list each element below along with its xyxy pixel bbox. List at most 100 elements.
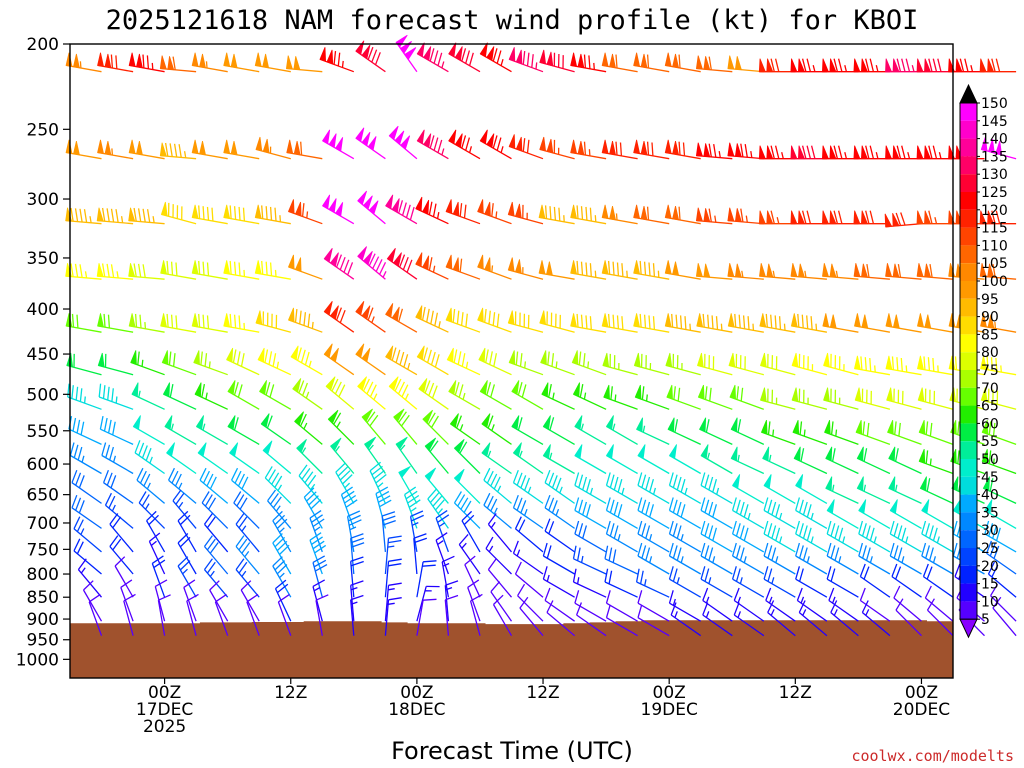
barb-feather: [865, 525, 871, 539]
barb-half-feather: [684, 487, 688, 495]
barb-feather: [309, 510, 322, 519]
barb-pennant: [672, 141, 680, 156]
barb-half-feather: [388, 602, 395, 605]
barb-half-feather: [615, 213, 618, 221]
barb-pennant: [255, 310, 263, 325]
barb-half-feather: [714, 215, 717, 223]
barb-feather: [337, 466, 349, 477]
barb-pennant: [601, 260, 609, 275]
barb-feather: [582, 476, 588, 491]
barb-feather: [891, 356, 895, 370]
barb-feather: [164, 142, 169, 157]
barb-pennant: [633, 204, 641, 220]
barb-feather: [102, 469, 110, 483]
wind-barb: [696, 352, 733, 376]
wind-barb: [571, 350, 607, 376]
barb-feather: [652, 316, 656, 330]
barb-pennant: [919, 476, 927, 492]
wind-barb: [889, 542, 922, 575]
barb-pennant: [262, 53, 270, 69]
wind-barb: [183, 579, 197, 622]
wind-barb: [479, 380, 512, 410]
barb-feather: [398, 411, 407, 423]
barb-pennant: [637, 444, 646, 460]
colorbar-swatch: [960, 227, 977, 246]
barb-feather: [201, 491, 210, 504]
barb-pennant: [223, 139, 231, 154]
barb-feather: [314, 564, 328, 572]
wind-barb: [128, 139, 165, 160]
barb-pennant: [952, 499, 961, 515]
barb-feather: [830, 523, 836, 537]
barb-half-feather: [932, 556, 937, 563]
barb-feather: [496, 137, 502, 151]
wind-barb: [979, 58, 1017, 73]
barb-feather: [799, 421, 803, 435]
barb-half-feather: [720, 323, 723, 331]
wind-barb: [826, 566, 859, 598]
barb-pennant: [672, 53, 680, 69]
wind-barb: [916, 210, 953, 225]
wind-barb: [512, 442, 544, 475]
barb-feather: [995, 527, 1001, 541]
barb-pennant: [790, 58, 798, 73]
barb-feather: [708, 547, 714, 561]
barb-feather: [177, 533, 189, 544]
wind-barb: [919, 476, 954, 504]
barb-pennant: [229, 442, 239, 457]
barb-feather: [388, 582, 402, 586]
barb-staff: [148, 541, 166, 575]
barb-pennant: [727, 263, 735, 278]
barb-half-feather: [432, 265, 436, 273]
barb-pennant: [542, 444, 551, 460]
wind-barb: [601, 139, 638, 160]
barb-feather: [203, 535, 213, 547]
barb-pennant: [296, 439, 307, 454]
barb-pennant: [854, 387, 862, 403]
barb-feather: [806, 527, 812, 541]
barb-half-feather: [783, 323, 786, 331]
wind-barb: [448, 129, 481, 160]
barb-feather: [186, 593, 199, 602]
barb-pennant: [633, 313, 641, 328]
barb-feather: [585, 262, 588, 276]
barb-feather: [668, 520, 674, 535]
barb-feather: [158, 594, 171, 601]
colorbar-label: 125: [981, 185, 1008, 201]
barb-feather: [142, 54, 145, 69]
barb-feather: [112, 421, 116, 436]
wind-barb: [604, 568, 638, 598]
barb-feather: [105, 444, 111, 458]
barb-feather: [588, 55, 591, 69]
wind-barb: [441, 555, 455, 598]
barb-staff: [272, 565, 292, 598]
wind-barb: [664, 52, 701, 73]
x-tick-label: 00Z: [653, 683, 686, 703]
y-tick-label: 200: [27, 35, 59, 55]
barb-pennant: [980, 387, 988, 403]
barb-feather: [991, 58, 996, 72]
wind-barb: [570, 313, 607, 333]
barb-pennant: [445, 254, 453, 270]
barb-feather: [490, 473, 498, 487]
barb-staff: [515, 528, 544, 553]
barb-feather: [576, 313, 579, 328]
barb-pennant: [987, 314, 995, 329]
colorbar-swatch: [960, 334, 977, 353]
barb-feather: [276, 518, 288, 529]
wind-barb: [574, 415, 607, 445]
barb-pennant: [577, 141, 585, 156]
barb-staff: [154, 586, 166, 622]
barb-pennant: [104, 141, 112, 156]
barb-pennant: [191, 139, 199, 154]
barb-feather: [301, 203, 305, 217]
barb-pennant: [636, 417, 643, 433]
barb-feather: [985, 540, 993, 554]
wind-barb: [605, 415, 638, 445]
barb-feather: [229, 205, 232, 219]
wind-barb: [605, 520, 638, 553]
wind-barb: [386, 248, 418, 280]
x-tick-label: 12Z: [274, 683, 307, 703]
wind-barb: [603, 384, 638, 410]
barb-staff: [861, 612, 891, 637]
